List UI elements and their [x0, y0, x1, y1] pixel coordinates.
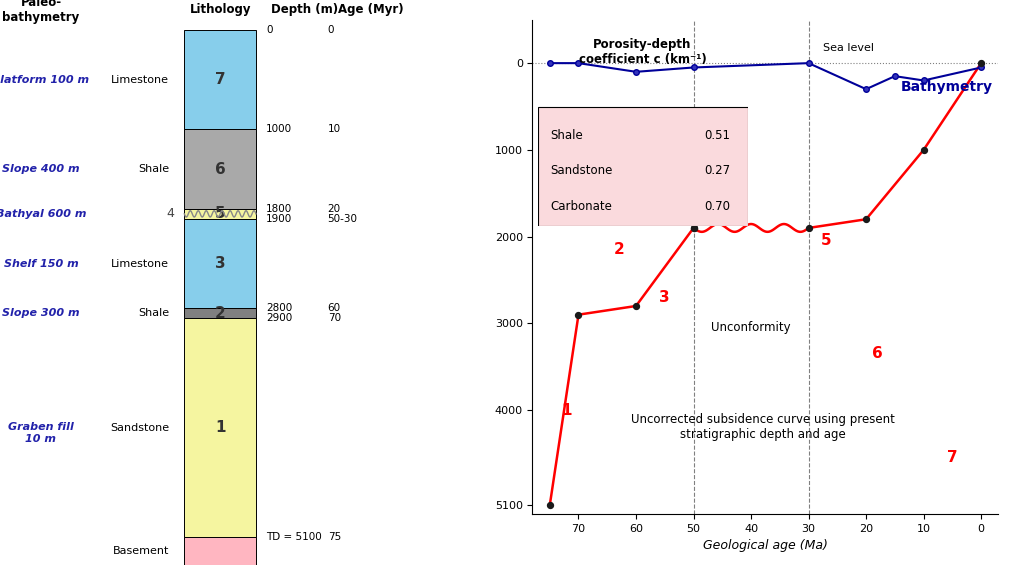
Text: 60: 60	[328, 303, 341, 314]
Text: Slope 300 m: Slope 300 m	[2, 308, 80, 318]
Text: 7: 7	[215, 72, 225, 87]
Text: Limestone: Limestone	[111, 259, 169, 268]
Text: Platform 100 m: Platform 100 m	[0, 75, 89, 85]
Text: 0: 0	[266, 25, 272, 35]
Text: 75: 75	[328, 532, 341, 542]
Text: 2900: 2900	[266, 314, 293, 323]
Text: 6: 6	[215, 162, 225, 177]
Text: 5: 5	[215, 206, 225, 221]
Text: 1800: 1800	[266, 204, 293, 214]
Text: Shale: Shale	[550, 128, 583, 142]
Text: Lithology: Lithology	[189, 3, 251, 16]
Text: Shelf 150 m: Shelf 150 m	[4, 259, 78, 268]
Text: Sandstone: Sandstone	[550, 164, 612, 177]
Bar	[184, 129, 256, 209]
Point	[915, 145, 932, 154]
Text: 0.51: 0.51	[705, 128, 731, 142]
Bar	[184, 537, 256, 565]
Text: 3: 3	[659, 290, 670, 305]
Text: Paleo-
bathymetry: Paleo- bathymetry	[2, 0, 80, 24]
X-axis label: Geological age (Ma): Geological age (Ma)	[703, 540, 827, 553]
Text: 0.70: 0.70	[705, 199, 731, 213]
Text: Sea level: Sea level	[823, 44, 874, 54]
Bar	[184, 308, 256, 318]
Text: Porosity-depth
coefficient c (km⁻¹): Porosity-depth coefficient c (km⁻¹)	[579, 38, 707, 66]
Point	[685, 223, 701, 232]
Text: Sandstone: Sandstone	[110, 423, 169, 433]
Text: 7: 7	[947, 450, 957, 465]
Text: 2800: 2800	[266, 303, 293, 314]
Text: Graben fill
10 m: Graben fill 10 m	[8, 422, 74, 444]
Bar	[184, 209, 256, 219]
Text: Basement: Basement	[113, 546, 169, 556]
Text: Limestone: Limestone	[111, 75, 169, 85]
Text: 6: 6	[872, 346, 883, 361]
Text: Slope 400 m: Slope 400 m	[2, 164, 80, 174]
Bar	[184, 219, 256, 308]
Point	[685, 223, 701, 232]
Text: 2: 2	[613, 242, 625, 257]
Bar	[184, 30, 256, 129]
Text: 20: 20	[328, 204, 341, 214]
Text: 4: 4	[166, 207, 174, 220]
Point	[973, 59, 989, 68]
Text: 0: 0	[328, 25, 334, 35]
Text: 0.27: 0.27	[705, 164, 731, 177]
Text: 50-30: 50-30	[328, 214, 357, 224]
Text: 2: 2	[215, 306, 225, 321]
Text: TD = 5100: TD = 5100	[266, 532, 322, 542]
Text: 1: 1	[562, 403, 572, 418]
FancyBboxPatch shape	[538, 107, 748, 226]
Text: 70: 70	[328, 314, 341, 323]
Text: 1900: 1900	[266, 214, 293, 224]
Text: 1000: 1000	[266, 124, 293, 134]
Text: Depth (m): Depth (m)	[271, 3, 339, 16]
Text: Bathyal 600 m: Bathyal 600 m	[0, 209, 86, 219]
Text: 5: 5	[820, 233, 831, 249]
Text: Uncorrected subsidence curve using present
stratigraphic depth and age: Uncorrected subsidence curve using prese…	[631, 414, 895, 441]
Text: Bathymetry: Bathymetry	[901, 80, 992, 94]
Text: Carbonate: Carbonate	[550, 199, 612, 213]
Point	[542, 501, 558, 510]
Bar	[184, 318, 256, 537]
Text: Shale: Shale	[138, 308, 169, 318]
Text: 10: 10	[328, 124, 341, 134]
Text: 3: 3	[215, 256, 225, 271]
Point	[570, 310, 587, 319]
Point	[801, 223, 817, 232]
Text: Age (Myr): Age (Myr)	[338, 3, 403, 16]
Point	[858, 215, 874, 224]
Text: Unconformity: Unconformity	[712, 321, 791, 334]
Point	[628, 302, 644, 311]
Text: 1: 1	[215, 420, 225, 435]
Text: Shale: Shale	[138, 164, 169, 174]
